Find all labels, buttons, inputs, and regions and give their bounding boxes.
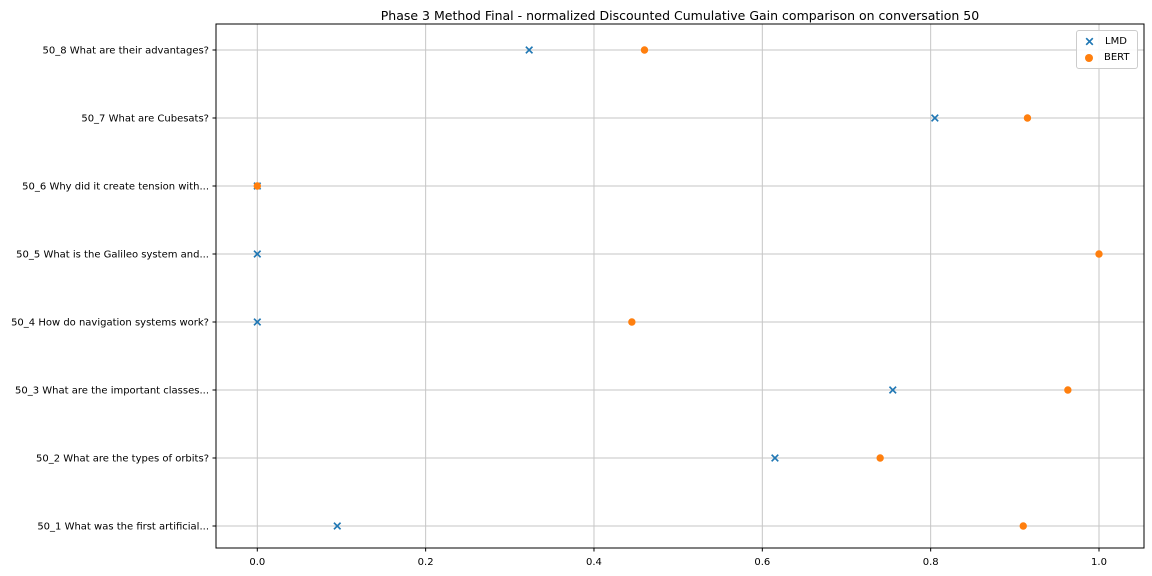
marker-bert	[1019, 522, 1027, 530]
marker-lmd	[525, 46, 534, 54]
y-category-label: 50_6 Why did it create tension with...	[22, 182, 209, 193]
legend-item-lmd: LMD	[1077, 35, 1130, 48]
legend-item-bert: BERT	[1077, 51, 1130, 64]
marker-bert	[1095, 250, 1103, 258]
plot-border	[215, 23, 1145, 549]
lmd-x-marker-icon	[1085, 37, 1094, 46]
marker-lmd	[771, 454, 779, 462]
legend: LMD BERT	[1076, 30, 1138, 69]
x-tick-label: 1.0	[1091, 557, 1107, 568]
x-tick-label: 0.8	[923, 557, 939, 568]
x-tick-label: 0.2	[418, 557, 434, 568]
marker-lmd	[253, 318, 262, 326]
marker-bert	[1023, 114, 1032, 122]
legend-label-bert: BERT	[1104, 52, 1130, 63]
marker-lmd	[333, 522, 342, 530]
y-category-label: 50_2 What are the types of orbits?	[36, 454, 209, 465]
chart-title: Phase 3 Method Final - normalized Discou…	[380, 8, 980, 23]
y-category-label: 50_8 What are their advantages?	[43, 46, 209, 57]
bert-dot-marker-icon	[1085, 53, 1093, 62]
y-category-label: 50_7 What are Cubesats?	[81, 114, 209, 125]
marker-lmd	[253, 250, 262, 258]
y-category-label: 50_5 What is the Galileo system and...	[16, 250, 209, 261]
y-category-label: 50_4 How do navigation systems work?	[11, 318, 209, 329]
marker-bert	[253, 182, 261, 190]
legend-label-lmd: LMD	[1105, 36, 1127, 47]
marker-lmd	[888, 386, 897, 394]
y-category-label: 50_1 What was the first artificial...	[37, 522, 209, 533]
x-tick-label: 0.4	[586, 557, 602, 568]
x-tick-label: 0.0	[249, 557, 265, 568]
marker-bert	[1064, 386, 1072, 394]
marker-lmd	[930, 114, 939, 122]
marker-bert	[876, 454, 884, 462]
y-category-label: 50_3 What are the important classes...	[15, 386, 209, 397]
marker-bert	[628, 318, 636, 326]
marker-bert	[640, 46, 649, 54]
x-tick-label: 0.6	[754, 557, 770, 568]
